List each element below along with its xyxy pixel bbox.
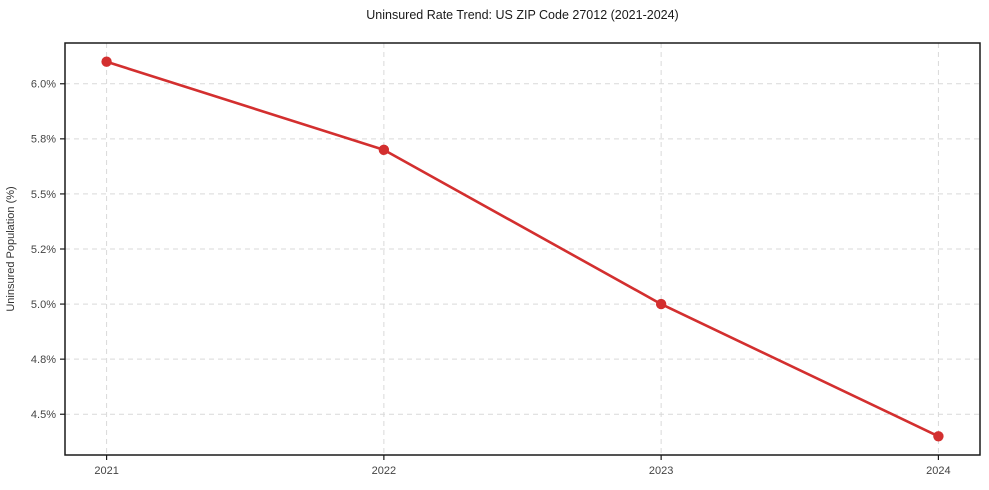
plot-border	[64, 42, 981, 456]
data-point-marker	[378, 144, 390, 156]
y-tick-label: 5.0%	[31, 299, 56, 311]
y-tick-label: 5.8%	[31, 134, 56, 146]
data-point-marker	[101, 56, 112, 67]
data-point-marker	[655, 298, 667, 310]
trend-line	[105, 60, 940, 438]
y-tick-label: 4.5%	[31, 409, 56, 421]
y-tick-label: 5.2%	[31, 244, 56, 256]
x-tick-label: 2022	[372, 465, 396, 477]
x-tick-label: 2024	[926, 465, 950, 477]
y-tick-label: 4.8%	[31, 354, 56, 366]
x-tick-label: 2023	[649, 465, 673, 477]
data-point-marker	[933, 431, 944, 442]
y-tick-label: 5.5%	[31, 189, 56, 201]
x-tick-label: 2021	[94, 465, 118, 477]
chart-title: Uninsured Rate Trend: US ZIP Code 27012 …	[366, 8, 679, 22]
y-axis-label: Uninsured Population (%)	[5, 186, 17, 311]
y-tick-label: 6.0%	[31, 79, 56, 91]
